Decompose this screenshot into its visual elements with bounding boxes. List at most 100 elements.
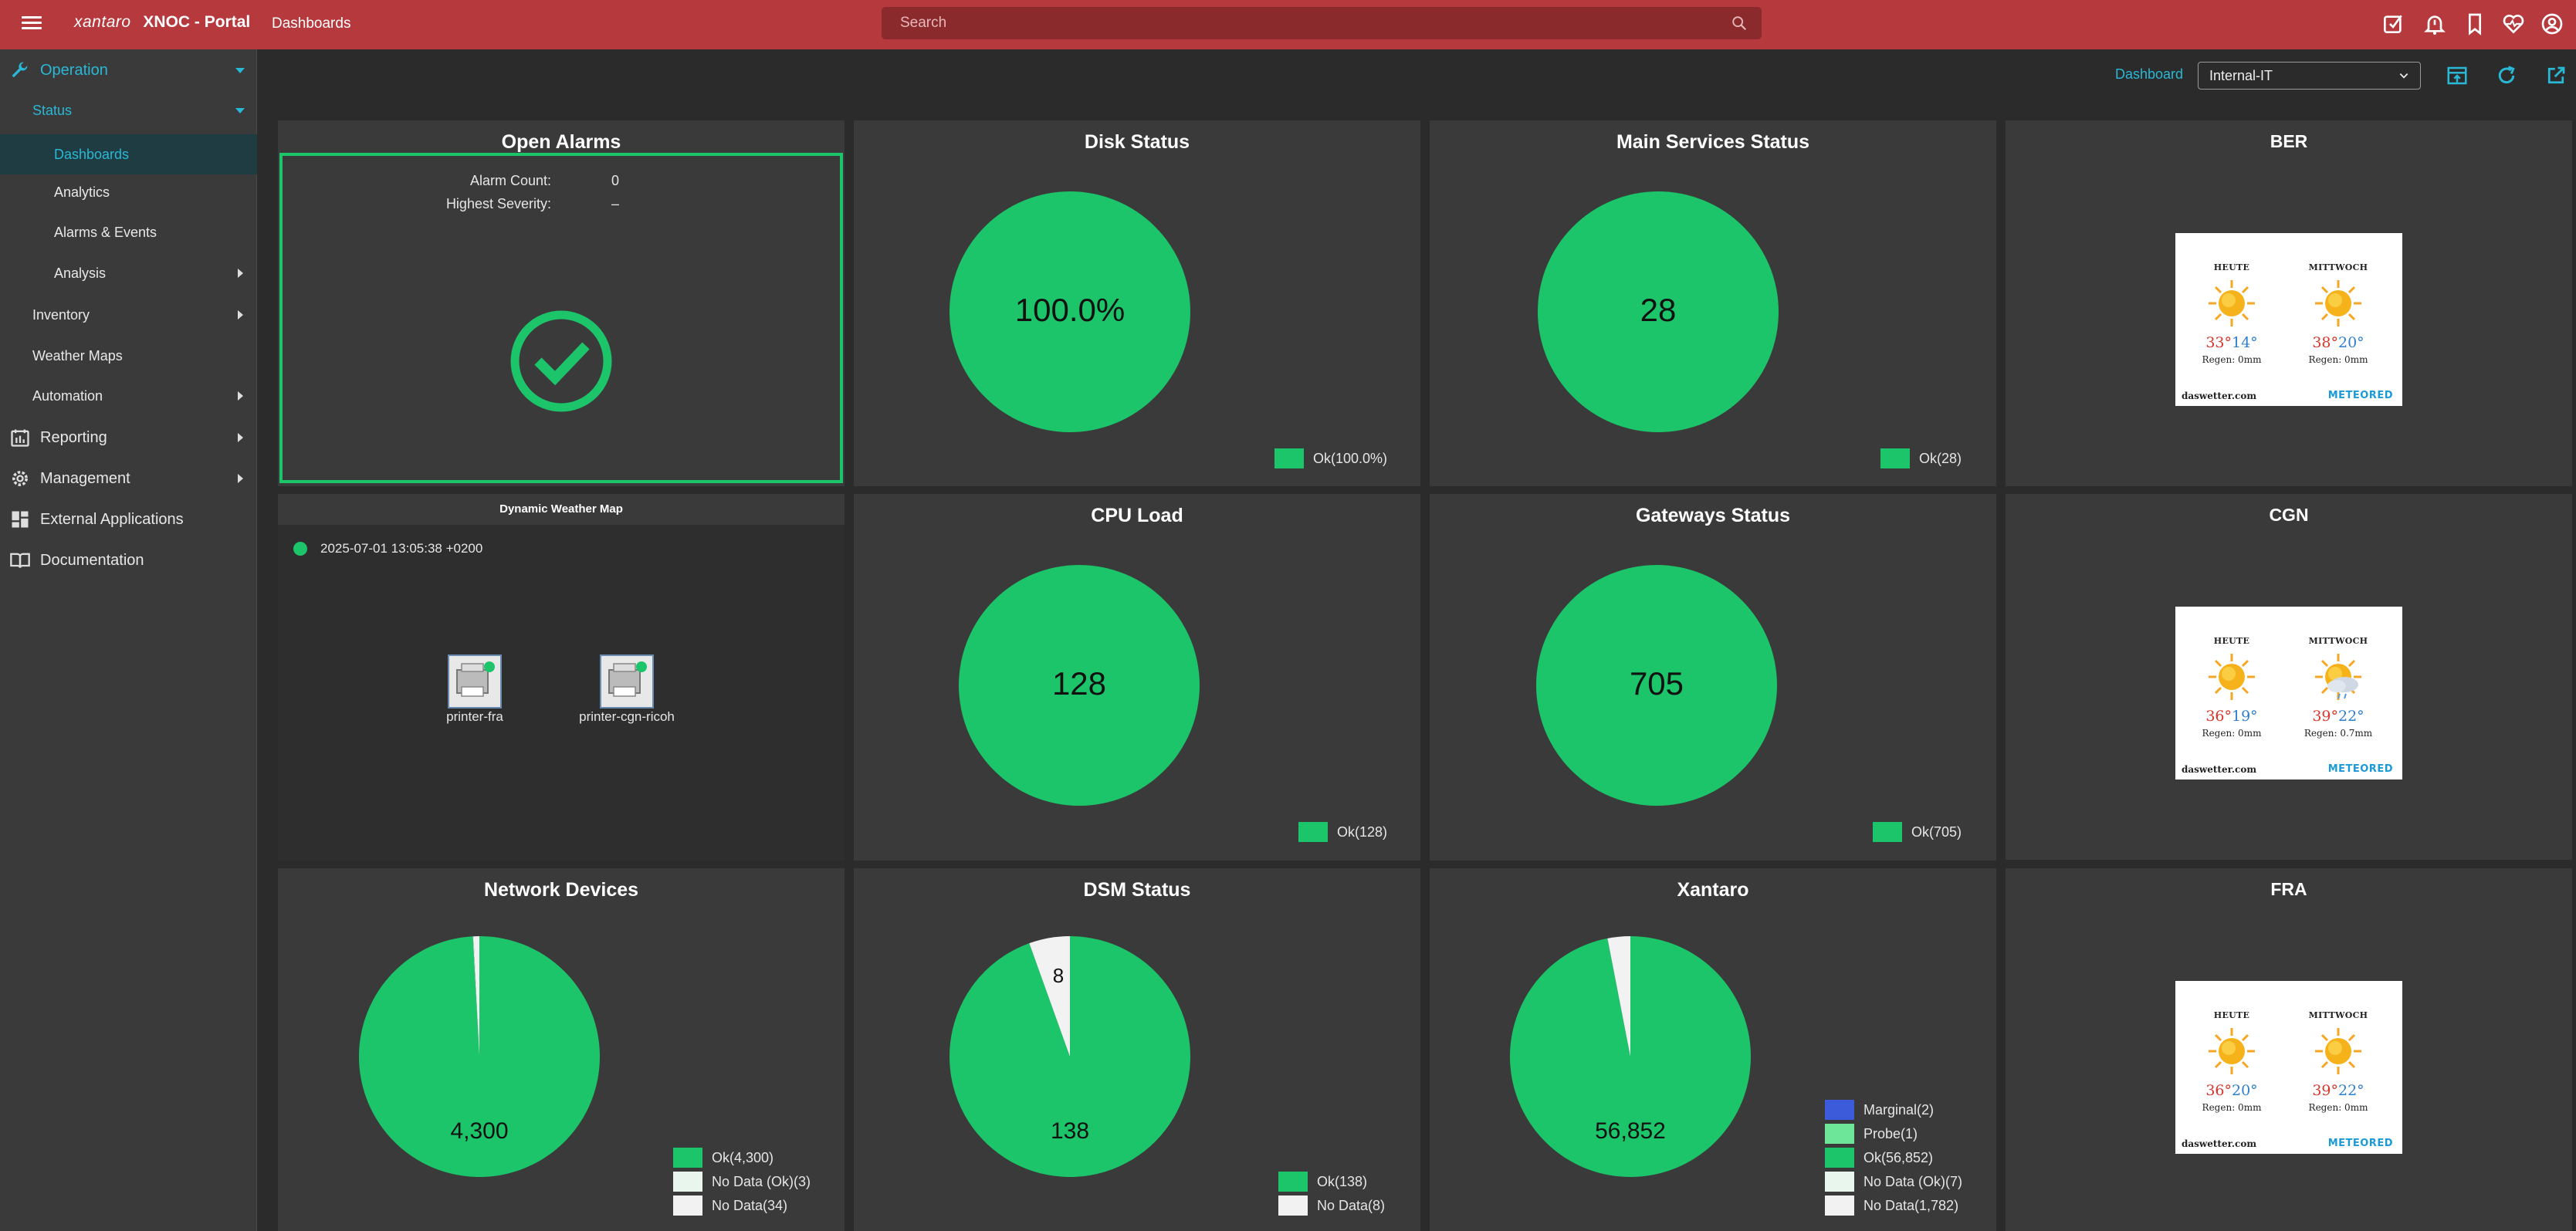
pie-slice-marginal[interactable] — [1607, 938, 1630, 1057]
weather-map-panel[interactable]: Dynamic Weather Map 2025-07-01 13:05:38 … — [278, 494, 845, 861]
pie-slice-no-data[interactable] — [1029, 936, 1070, 1057]
weather-source-link[interactable]: daswetter.com — [2182, 764, 2257, 775]
weather-widget[interactable]: HEUTE 36°20° Regen: 0mm MITTWOCH 3 — [2175, 981, 2402, 1154]
ticket-icon[interactable] — [2381, 12, 2405, 36]
sidebar-item-dashboards[interactable]: Dashboards — [0, 134, 257, 174]
weather-rain: Regen: 0mm — [2202, 1102, 2262, 1113]
pie-slice-ok[interactable] — [949, 191, 1190, 432]
xantaro-value-label: 56,852 — [1595, 1118, 1666, 1144]
legend-item[interactable]: No Data (Ok)(3) — [673, 1172, 811, 1192]
alarm-bell-icon[interactable] — [2422, 12, 2447, 36]
sidebar-item-documentation[interactable]: Documentation — [0, 547, 257, 573]
sidebar-item-status[interactable]: Status — [0, 99, 257, 122]
pie-slice-ok[interactable] — [358, 936, 600, 1177]
wrench-icon — [12, 62, 28, 78]
gateways-status-pie-chart[interactable] — [1430, 494, 1996, 861]
weather-source-link[interactable]: daswetter.com — [2182, 1138, 2257, 1149]
weather-source-link[interactable]: daswetter.com — [2182, 391, 2257, 401]
legend-item[interactable]: No Data(34) — [673, 1195, 787, 1216]
open-alarms-status-box[interactable]: Alarm Count: 0 Highest Severity: – — [279, 153, 843, 483]
main-services-status-pie-chart[interactable] — [1430, 120, 1996, 486]
pie-slice-no-data[interactable] — [1607, 936, 1630, 1057]
gateways-status-title: Gateways Status — [1635, 505, 1791, 526]
legend-item[interactable]: Ok(128) — [1298, 822, 1387, 842]
sidebar-label-dashboards: Dashboards — [54, 146, 130, 162]
pie-slice-ok[interactable] — [1536, 565, 1777, 806]
legend-item[interactable]: Probe(1) — [1825, 1124, 1918, 1144]
dsm-status-pie-chart[interactable] — [854, 868, 1420, 1231]
dashboard-select[interactable]: Internal-IT — [2198, 62, 2421, 90]
printer-cgn-ricoh-label: printer-cgn-ricoh — [579, 709, 675, 724]
search-icon[interactable] — [1731, 15, 1748, 32]
sidebar-item-automation[interactable]: Automation — [0, 384, 257, 408]
legend-item[interactable]: Ok(56,852) — [1825, 1148, 1933, 1168]
search-input[interactable] — [882, 7, 1723, 39]
bookmark-icon[interactable] — [2463, 12, 2487, 36]
heart-pulse-icon[interactable] — [2501, 12, 2526, 36]
top-bar: xantaro XNOC - Portal Dashboards — [0, 0, 2576, 49]
legend-item[interactable]: Ok(705) — [1873, 822, 1962, 842]
xantaro-pie-chart[interactable] — [1430, 868, 1996, 1231]
weather-temp: 39°22° — [2312, 1082, 2364, 1099]
cpu-load-pie-chart[interactable] — [854, 494, 1420, 861]
weather-panel-cgn: CGN HEUTE 36°19° Regen: 0mm MITTWOCH — [2006, 494, 2572, 860]
refresh-icon[interactable] — [2495, 64, 2518, 87]
legend-item[interactable]: No Data(8) — [1278, 1195, 1385, 1216]
sidebar-item-management[interactable]: Management — [0, 465, 257, 492]
hamburger-menu-icon[interactable] — [20, 13, 43, 36]
pie-slice-no-data[interactable] — [473, 936, 479, 1057]
app-brand[interactable]: xantaro XNOC - Portal — [74, 13, 250, 32]
pie-slice-ok[interactable] — [1538, 191, 1779, 432]
legend-item[interactable]: Ok(138) — [1278, 1172, 1367, 1192]
printer-cgn-ricoh-node[interactable] — [600, 654, 654, 709]
weather-day-tomorrow: MITTWOCH 38°20° Regen: 0mm — [2296, 262, 2381, 365]
legend-label: Ok(100.0%) — [1313, 450, 1388, 466]
account-icon[interactable] — [2540, 12, 2564, 36]
sidebar-item-reporting[interactable]: Reporting — [0, 424, 257, 451]
open-external-icon[interactable] — [2544, 64, 2568, 87]
sidebar-item-operation[interactable]: Operation — [0, 59, 257, 82]
sidebar-item-analytics[interactable]: Analytics — [0, 181, 257, 204]
disk-status-title: Disk Status — [1084, 131, 1190, 153]
dsm-status-panel: DSM Status 138 8 Ok(138) No Data(8) — [854, 868, 1420, 1231]
network-devices-pie-chart[interactable] — [278, 868, 845, 1231]
pie-slice-probe[interactable] — [1607, 938, 1630, 1057]
printer-fra-node[interactable] — [448, 654, 502, 709]
pie-slice-ok[interactable] — [959, 565, 1200, 806]
weather-widget[interactable]: HEUTE 36°19° Regen: 0mm MITTWOCH 3 — [2175, 607, 2402, 780]
legend-item[interactable]: No Data(1,782) — [1825, 1195, 1958, 1216]
dashboard-home-icon[interactable] — [2446, 64, 2469, 87]
disk-status-pie-chart[interactable] — [854, 120, 1420, 486]
sidebar: Operation Status Dashboards Analytics Al… — [0, 49, 257, 1231]
weather-widget[interactable]: HEUTE 33°14° Regen: 0mm MITTWOCH 3 — [2175, 233, 2402, 406]
weather-temp: 39°22° — [2312, 708, 2364, 725]
legend-item[interactable]: Ok(100.0%) — [1274, 448, 1387, 468]
sidebar-item-external-applications[interactable]: External Applications — [0, 506, 257, 533]
legend-item[interactable]: Ok(4,300) — [673, 1148, 773, 1168]
sidebar-label-automation: Automation — [32, 387, 103, 404]
sidebar-item-inventory[interactable]: Inventory — [0, 303, 257, 326]
breadcrumb[interactable]: Dashboards — [272, 15, 351, 32]
legend-swatch — [1274, 448, 1304, 468]
legend-item[interactable]: Ok(28) — [1880, 448, 1962, 468]
sidebar-item-weather-maps[interactable]: Weather Maps — [0, 344, 257, 367]
sidebar-item-alarms-events[interactable]: Alarms & Events — [0, 221, 257, 244]
pie-slice-no-data-ok[interactable] — [1607, 938, 1630, 1057]
weather-day-today: HEUTE 36°19° Regen: 0mm — [2189, 636, 2274, 739]
legend-item[interactable]: No Data (Ok)(7) — [1825, 1172, 1962, 1192]
legend-item[interactable]: Marginal(2) — [1825, 1100, 1934, 1120]
weather-temp: 33°14° — [2205, 334, 2258, 351]
pie-slice-no-data-ok[interactable] — [472, 936, 479, 1057]
disk-status-value-label: 100.0% — [1014, 292, 1126, 328]
caret-right-icon — [238, 391, 243, 401]
open-alarms-panel: Open Alarms Alarm Count: 0 Highest Sever… — [278, 120, 845, 486]
legend-swatch — [1825, 1195, 1854, 1216]
weather-day-tomorrow: MITTWOCH 39°22° Regen: 0.7mm — [2296, 636, 2381, 739]
legend-label: Ok(4,300) — [712, 1149, 774, 1165]
weather-rain: Regen: 0mm — [2202, 354, 2262, 365]
xantaro-logo: xantaro — [74, 13, 131, 31]
weather-panel-fra: FRA HEUTE 36°20° Regen: 0mm MITTWOCH — [2006, 868, 2572, 1231]
status-dot-icon — [293, 542, 307, 556]
sidebar-item-analysis[interactable]: Analysis — [0, 262, 257, 285]
cpu-load-value-label: 128 — [1051, 665, 1107, 702]
